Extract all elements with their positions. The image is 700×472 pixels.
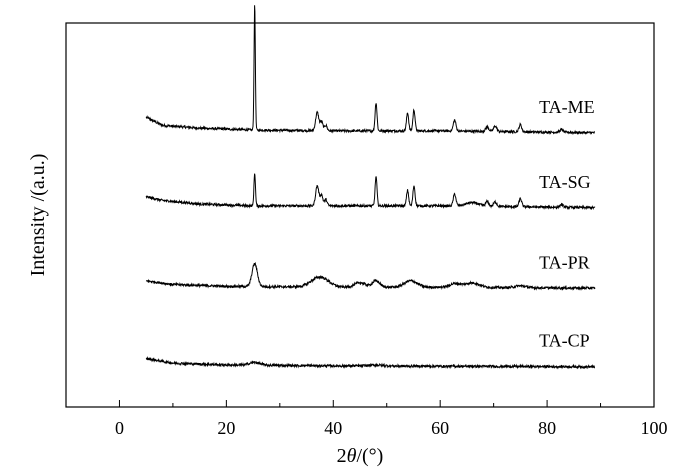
x-tick-label: 100 bbox=[641, 418, 668, 438]
x-tick-label: 60 bbox=[431, 418, 449, 438]
x-axis-title-symbol: θ bbox=[347, 445, 357, 467]
series-label-ta-sg: TA-SG bbox=[539, 172, 591, 192]
x-tick-label: 20 bbox=[217, 418, 235, 438]
y-axis-title: Intensity /(a.u.) bbox=[27, 154, 49, 277]
x-tick-label: 40 bbox=[324, 418, 342, 438]
xrd-traces bbox=[145, 5, 596, 370]
trace-ta-pr bbox=[145, 261, 596, 291]
trace-ta-sg bbox=[145, 173, 596, 211]
series-label-ta-pr: TA-PR bbox=[539, 253, 590, 273]
series-label-ta-cp: TA-CP bbox=[539, 330, 590, 350]
x-ticks bbox=[65, 400, 655, 407]
series-labels: TA-ME TA-SG TA-PR TA-CP bbox=[539, 97, 595, 350]
trace-ta-cp bbox=[145, 355, 596, 370]
x-axis-title: 2θ/(°) bbox=[337, 445, 384, 467]
x-tick-label: 0 bbox=[115, 418, 124, 438]
x-axis-title-prefix: 2 bbox=[337, 445, 347, 467]
x-axis-title-suffix: /(°) bbox=[356, 445, 383, 467]
plot-frame bbox=[65, 22, 655, 408]
trace-ta-me bbox=[145, 5, 595, 136]
x-tick-labels: 0 20 40 60 80 100 bbox=[115, 418, 668, 438]
x-tick-label: 80 bbox=[538, 418, 556, 438]
series-label-ta-me: TA-ME bbox=[539, 97, 595, 117]
